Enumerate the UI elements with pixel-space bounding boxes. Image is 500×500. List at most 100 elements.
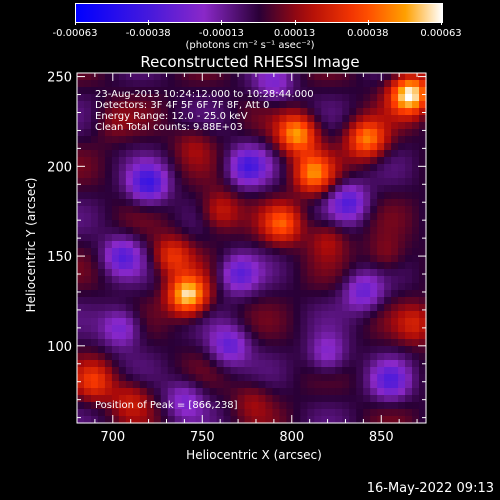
heatmap-cell [405, 395, 413, 403]
heatmap-cell [321, 164, 329, 172]
heatmap-cell [160, 143, 169, 151]
heatmap-cell [272, 199, 281, 207]
heatmap-cell [181, 73, 190, 81]
heatmap-cell [356, 395, 364, 403]
heatmap-cell [244, 388, 253, 396]
heatmap-cell [363, 269, 371, 277]
heatmap-cell [258, 367, 267, 375]
heatmap-cell [160, 311, 169, 319]
heatmap-cell [195, 122, 204, 130]
heatmap-cell [209, 332, 218, 340]
heatmap-cell [398, 262, 406, 270]
heatmap-cell [216, 318, 225, 326]
heatmap-cell [237, 353, 246, 361]
heatmap-cell [307, 381, 315, 389]
heatmap-cell [398, 381, 406, 389]
heatmap-cell [356, 220, 364, 228]
heatmap-cell [251, 409, 260, 417]
heatmap-cell [104, 206, 113, 214]
heatmap-cell [356, 241, 364, 249]
heatmap-cell [279, 290, 287, 298]
heatmap-cell [146, 241, 155, 249]
heatmap-cell [370, 248, 378, 256]
heatmap-cell [300, 409, 308, 417]
heatmap-cell [300, 164, 308, 172]
heatmap-cell [405, 346, 413, 354]
heatmap-cell [363, 171, 371, 179]
heatmap-cell [202, 360, 211, 368]
heatmap-cell [132, 360, 141, 368]
heatmap-cell [139, 304, 148, 312]
heatmap-cell [139, 416, 148, 424]
heatmap-cell [111, 80, 120, 88]
heatmap-cell [188, 80, 197, 88]
heatmap-cell [139, 332, 148, 340]
heatmap-cell [349, 80, 357, 88]
heatmap-cell [111, 374, 120, 382]
heatmap-cell [125, 101, 134, 109]
x-axis-label: Heliocentric X (arcsec) [186, 448, 322, 462]
heatmap-cell [405, 185, 413, 193]
heatmap-cell [377, 129, 385, 137]
heatmap-cell [356, 318, 364, 326]
heatmap-cell [328, 94, 336, 102]
heatmap-cell [321, 325, 329, 333]
heatmap-cell [181, 164, 190, 172]
heatmap-cell [356, 178, 364, 186]
heatmap-cell [111, 346, 120, 354]
heatmap-cell [83, 101, 92, 109]
heatmap-cell [118, 332, 127, 340]
heatmap-cell [419, 416, 427, 424]
heatmap-cell [174, 157, 183, 165]
heatmap-cell [230, 297, 239, 305]
heatmap-cell [202, 234, 211, 242]
heatmap-cell [370, 311, 378, 319]
heatmap-cell [174, 339, 183, 347]
heatmap-cell [153, 248, 162, 256]
heatmap-cell [237, 213, 246, 221]
heatmap-cell [300, 192, 308, 200]
heatmap-cell [377, 388, 385, 396]
heatmap-cell [188, 346, 197, 354]
heatmap-cell [237, 80, 246, 88]
heatmap-cell [160, 241, 169, 249]
heatmap-cell [237, 332, 246, 340]
heatmap-cell [216, 395, 225, 403]
heatmap-cell [181, 94, 190, 102]
heatmap-cell [335, 304, 343, 312]
heatmap-cell [97, 157, 106, 165]
heatmap-cell [188, 87, 197, 95]
heatmap-cell [230, 241, 239, 249]
heatmap-cell [405, 332, 413, 340]
heatmap-cell [335, 325, 343, 333]
heatmap-cell [90, 262, 99, 270]
heatmap-cell [97, 346, 106, 354]
heatmap-cell [125, 283, 134, 291]
heatmap-cell [398, 136, 406, 144]
heatmap-cell [223, 339, 232, 347]
heatmap-cell [405, 143, 413, 151]
heatmap-cell [77, 122, 85, 130]
heatmap-cell [412, 87, 420, 95]
heatmap-cell [237, 178, 246, 186]
heatmap-cell [349, 227, 357, 235]
heatmap-cell [377, 241, 385, 249]
heatmap-cell [314, 318, 322, 326]
heatmap-cell [265, 255, 274, 263]
heatmap-cell [321, 213, 329, 221]
heatmap-cell [258, 311, 267, 319]
heatmap-cell [398, 164, 406, 172]
heatmap-cell [419, 171, 427, 179]
heatmap-cell [132, 178, 141, 186]
heatmap-cell [328, 87, 336, 95]
heatmap-cell [153, 416, 162, 424]
heatmap-cell [335, 220, 343, 228]
heatmap-cell [181, 304, 190, 312]
heatmap-cell [195, 220, 204, 228]
heatmap-cell [307, 87, 315, 95]
heatmap-cell [419, 311, 427, 319]
heatmap-cell [209, 94, 218, 102]
heatmap-cell [384, 157, 392, 165]
heatmap-cell [412, 178, 420, 186]
heatmap-cell [223, 297, 232, 305]
